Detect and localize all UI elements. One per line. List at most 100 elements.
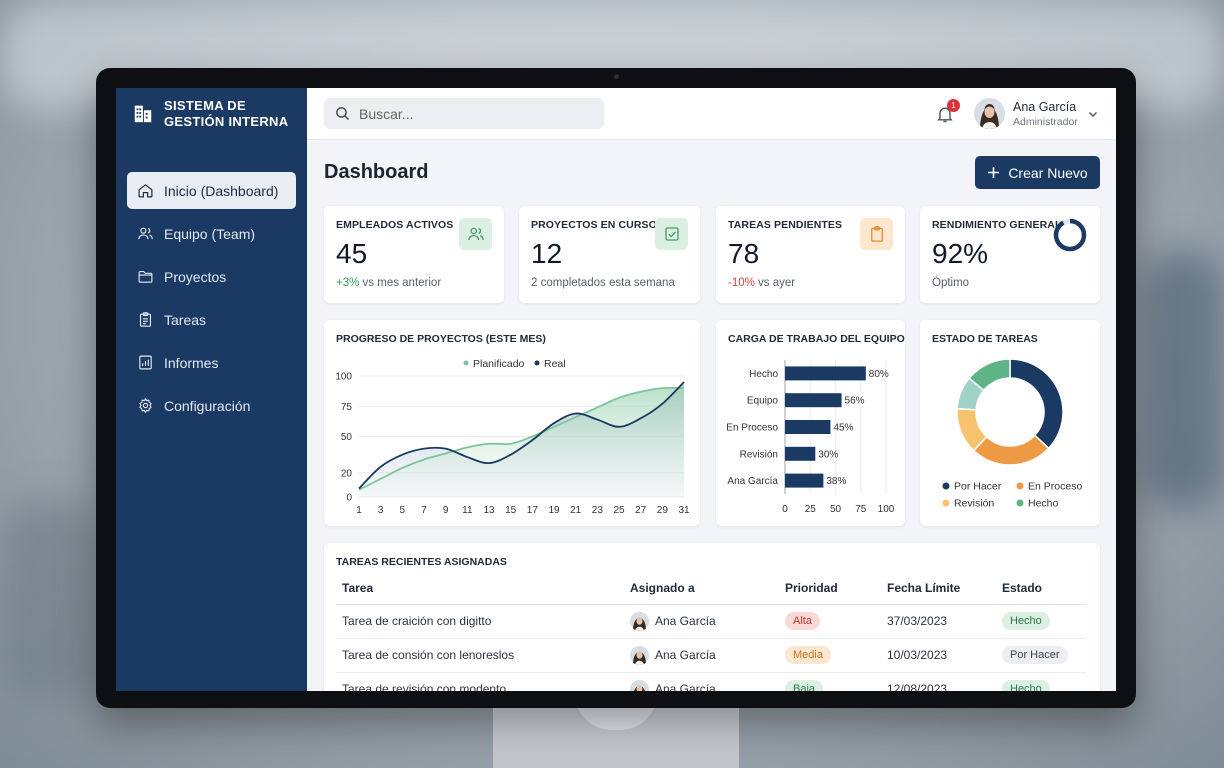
kpi-card-employees: EMPLEADOS ACTIVOS 45 +3% vs mes anterior [324, 206, 504, 303]
search-icon [336, 107, 350, 121]
sidebar-item-label: Configuración [164, 397, 251, 414]
folder-icon [138, 270, 153, 283]
donut-slice [1009, 358, 1064, 450]
data-label: 45% [833, 423, 853, 434]
legend-marker [942, 482, 950, 490]
x-tick-label: 11 [462, 505, 473, 516]
plus-icon [988, 167, 1000, 178]
kpi-note-text: vs mes anterior [359, 277, 442, 289]
legend-marker [942, 499, 950, 507]
legend-label: Hecho [1028, 498, 1059, 510]
sidebar-item-settings[interactable]: Configuración [127, 387, 296, 424]
search-input[interactable] [359, 105, 589, 122]
task-name: Tarea de craición con digitto [336, 604, 624, 639]
x-tick-label: 27 [635, 505, 647, 516]
x-tick-label: 0 [782, 504, 788, 515]
x-tick-label: 13 [483, 505, 495, 516]
sidebar-item-label: Inicio (Dashboard) [164, 182, 279, 199]
sidebar: SISTEMA DE GESTIÓN INTERNA Inicio (Dashb… [116, 88, 307, 691]
sidebar-item-label: Proyectos [164, 268, 227, 285]
x-tick-label: 9 [443, 505, 449, 516]
legend-label: Planificado [473, 358, 525, 370]
bar [785, 420, 831, 434]
status-badge: Hecho [1002, 680, 1050, 691]
kpi-note: 2 completados esta semana [531, 277, 675, 289]
bar [785, 366, 866, 381]
search-box[interactable] [324, 98, 604, 129]
kpi-icon [860, 218, 893, 250]
building-icon [134, 105, 152, 123]
users-icon [138, 227, 153, 240]
ring-gauge-icon [1053, 218, 1087, 252]
users-icon [467, 227, 484, 241]
legend-label: En Proceso [1028, 481, 1082, 493]
priority-badge: Baja [785, 680, 824, 691]
sidebar-item-reports[interactable]: Informes [127, 344, 296, 381]
table-row[interactable]: Tarea de consión con lenoreslos Ana Garc… [336, 638, 1086, 673]
sidebar-item-projects[interactable]: Proyectos [127, 258, 296, 295]
x-tick-label: 21 [570, 505, 582, 516]
x-tick-label: 15 [505, 505, 517, 516]
task-assignee: Ana García [624, 604, 779, 639]
main-content: 1 Ana García Administrador Dashboard [307, 88, 1116, 691]
y-tick-label: En Proceso [726, 423, 778, 434]
kpi-label: TAREAS PENDIENTES [728, 219, 843, 231]
bar [785, 473, 824, 488]
assignee-name: Ana García [655, 614, 716, 628]
task-status: Hecho [996, 672, 1086, 691]
kpi-value: 78 [728, 238, 760, 269]
x-tick-label: 25 [613, 505, 625, 516]
kpi-label: PROYECTOS EN CURSO [531, 219, 657, 231]
assignee-name: Ana García [655, 648, 716, 662]
report-icon [139, 355, 152, 370]
column-header[interactable]: Prioridad [779, 573, 881, 605]
kpi-icon [655, 218, 688, 250]
sidebar-item-tasks[interactable]: Tareas [127, 301, 296, 338]
kpi-card-pending-tasks: TAREAS PENDIENTES 78 -10% vs ayer [716, 206, 905, 303]
x-tick-label: 17 [527, 505, 539, 516]
table-row[interactable]: Tarea de craición con digitto Ana García… [336, 604, 1086, 639]
y-tick-label: 75 [341, 402, 353, 413]
user-name[interactable]: Ana García [1013, 100, 1077, 114]
column-header[interactable]: Tarea [336, 573, 624, 605]
data-label: 30% [818, 449, 838, 460]
task-status: Hecho [996, 604, 1086, 639]
kpi-value: 12 [531, 238, 563, 269]
task-status-chart: Por Hacer En Proceso Revisión Hecho [942, 358, 1082, 510]
create-new-button[interactable]: Crear Nuevo [975, 156, 1100, 189]
avatar[interactable] [974, 98, 1005, 129]
donut-slice [968, 358, 1011, 392]
legend-marker [1016, 499, 1024, 507]
task-status: Por Hacer [996, 638, 1086, 673]
column-header[interactable]: Estado [996, 573, 1086, 605]
kpi-label: EMPLEADOS ACTIVOS [336, 219, 454, 231]
gauge-arc [1053, 218, 1087, 252]
x-tick-label: 23 [592, 505, 604, 516]
data-label: 38% [826, 476, 846, 487]
legend-label: Real [544, 358, 566, 370]
sidebar-item-team[interactable]: Equipo (Team) [127, 215, 296, 252]
x-tick-label: 7 [421, 505, 427, 516]
bar [785, 393, 842, 408]
bar [785, 446, 816, 461]
sidebar-item-dashboard[interactable]: Inicio (Dashboard) [127, 172, 296, 209]
chart-title: CARGA DE TRABAJO DEL EQUIPO [728, 333, 905, 345]
sidebar-nav: Inicio (Dashboard) Equipo (Team) Proyect… [116, 172, 307, 424]
x-tick-label: 75 [855, 504, 867, 515]
chevron-down-icon[interactable] [1087, 108, 1099, 120]
table-row[interactable]: Tarea de revisión con modento Ana García… [336, 672, 1086, 691]
legend-marker-real [534, 360, 540, 366]
kpi-note: -10% vs ayer [728, 277, 795, 289]
column-header[interactable]: Asignado a [624, 573, 779, 605]
avatar [630, 679, 649, 691]
series-line-planned [358, 386, 685, 491]
x-tick-label: 5 [400, 505, 406, 516]
assignee-name: Ana García [655, 682, 716, 691]
home-icon [138, 184, 153, 198]
legend-label: Por Hacer [954, 481, 1002, 493]
task-name: Tarea de revisión con modento [336, 672, 624, 691]
kpi-note: +3% vs mes anterior [336, 277, 441, 289]
column-header[interactable]: Fecha Límite [881, 573, 996, 605]
checkbox-icon [664, 227, 679, 241]
